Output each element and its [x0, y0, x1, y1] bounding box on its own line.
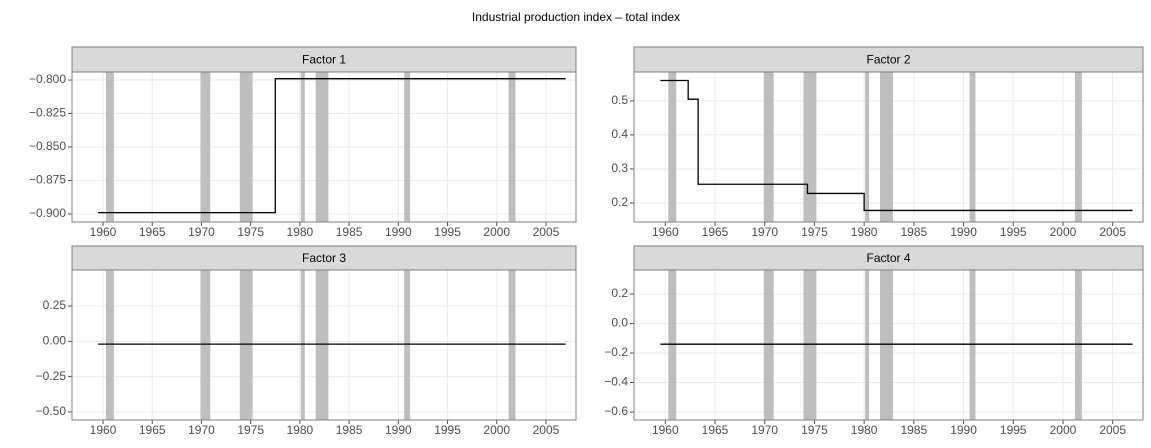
x-tick-label: 1990	[950, 423, 977, 437]
x-tick-label: 1965	[139, 423, 166, 437]
recession-band	[239, 72, 253, 222]
x-tick-label: 1965	[702, 225, 729, 239]
recession-band	[200, 72, 211, 222]
x-tick-label: 2005	[533, 225, 560, 239]
strip-label: Factor 3	[302, 251, 346, 265]
x-tick-label: 1985	[900, 225, 927, 239]
strip-label: Factor 1	[302, 53, 346, 67]
recession-band	[969, 72, 976, 222]
x-tick-label: 1975	[801, 225, 828, 239]
x-tick-label: 1985	[900, 423, 927, 437]
strip	[633, 245, 1144, 271]
recession-band	[865, 270, 870, 420]
x-tick-label: 1970	[751, 225, 778, 239]
y-tick-label: −0.4	[604, 375, 628, 389]
y-tick-label: 0.4	[611, 127, 628, 141]
y-tick-label: 0.2	[611, 286, 628, 300]
y-tick-label: 0.2	[611, 195, 628, 209]
x-tick-label: 1980	[287, 423, 314, 437]
x-tick-label: 1960	[90, 225, 117, 239]
x-tick-label: 1965	[702, 423, 729, 437]
recession-band	[105, 270, 114, 420]
recession-band	[865, 72, 870, 222]
x-tick-label: 1975	[237, 225, 264, 239]
y-tick-label: 0.25	[43, 298, 67, 312]
x-tick-label: 1995	[434, 225, 461, 239]
x-tick-label: 2005	[1099, 225, 1126, 239]
x-tick-label: 1985	[336, 225, 363, 239]
strip	[71, 46, 577, 73]
recession-band	[1074, 72, 1082, 222]
recession-band	[508, 270, 516, 420]
x-tick-label: 2000	[483, 225, 510, 239]
recession-band	[803, 270, 817, 420]
recession-band	[239, 270, 253, 420]
y-tick-label: 0.0	[611, 316, 628, 330]
x-tick-label: 2000	[483, 423, 510, 437]
x-tick-label: 1990	[950, 225, 977, 239]
x-tick-label: 1970	[188, 423, 215, 437]
x-tick-label: 1960	[652, 225, 679, 239]
y-tick-label: 0.3	[611, 161, 628, 175]
y-tick-label: −0.900	[29, 206, 66, 220]
y-tick-label: −0.875	[29, 173, 66, 187]
y-tick-label: −0.850	[29, 139, 66, 153]
y-tick-label: −0.25	[36, 369, 67, 383]
recession-band	[300, 72, 305, 222]
recession-band	[315, 72, 329, 222]
x-tick-label: 1980	[287, 225, 314, 239]
x-tick-label: 1970	[751, 423, 778, 437]
x-tick-label: 2005	[533, 423, 560, 437]
x-tick-label: 1960	[652, 423, 679, 437]
x-tick-label: 1980	[851, 225, 878, 239]
recession-band	[880, 270, 893, 420]
recession-band	[508, 72, 516, 222]
recession-band	[1074, 270, 1082, 420]
y-tick-label: −0.2	[604, 345, 628, 359]
x-tick-label: 2000	[1050, 423, 1077, 437]
x-tick-label: 1975	[237, 423, 264, 437]
x-tick-label: 1995	[1000, 225, 1027, 239]
x-tick-label: 1990	[385, 225, 412, 239]
recession-band	[668, 270, 677, 420]
x-tick-label: 1970	[188, 225, 215, 239]
y-tick-label: 0.5	[611, 93, 628, 107]
strip	[633, 46, 1144, 73]
x-tick-label: 1975	[801, 423, 828, 437]
recession-band	[803, 72, 817, 222]
recession-band	[668, 72, 677, 222]
y-tick-label: 0.00	[43, 333, 67, 347]
recession-band	[763, 72, 774, 222]
recession-band	[763, 270, 774, 420]
recession-band	[300, 270, 305, 420]
series-line	[98, 78, 566, 214]
y-tick-label: −0.800	[29, 72, 66, 86]
strip-label: Factor 2	[866, 53, 910, 67]
x-tick-label: 1985	[336, 423, 363, 437]
y-tick-label: −0.50	[36, 404, 67, 418]
x-tick-label: 1965	[139, 225, 166, 239]
series-line	[660, 79, 1133, 212]
recession-band	[969, 270, 976, 420]
chart-title: Industrial production index – total inde…	[472, 10, 680, 24]
recession-band	[315, 270, 329, 420]
x-tick-label: 1995	[434, 423, 461, 437]
x-tick-label: 2005	[1099, 423, 1126, 437]
recession-band	[105, 72, 114, 222]
recession-band	[200, 270, 211, 420]
y-tick-label: −0.6	[604, 404, 628, 418]
strip-label: Factor 4	[866, 251, 910, 265]
y-tick-label: −0.825	[29, 106, 66, 120]
recession-band	[404, 72, 411, 222]
x-tick-label: 1960	[90, 423, 117, 437]
recession-band	[404, 270, 411, 420]
recession-band	[880, 72, 893, 222]
strip	[71, 245, 577, 271]
x-tick-label: 1995	[1000, 423, 1027, 437]
x-tick-label: 1990	[385, 423, 412, 437]
x-tick-label: 2000	[1050, 225, 1077, 239]
x-tick-label: 1980	[851, 423, 878, 437]
